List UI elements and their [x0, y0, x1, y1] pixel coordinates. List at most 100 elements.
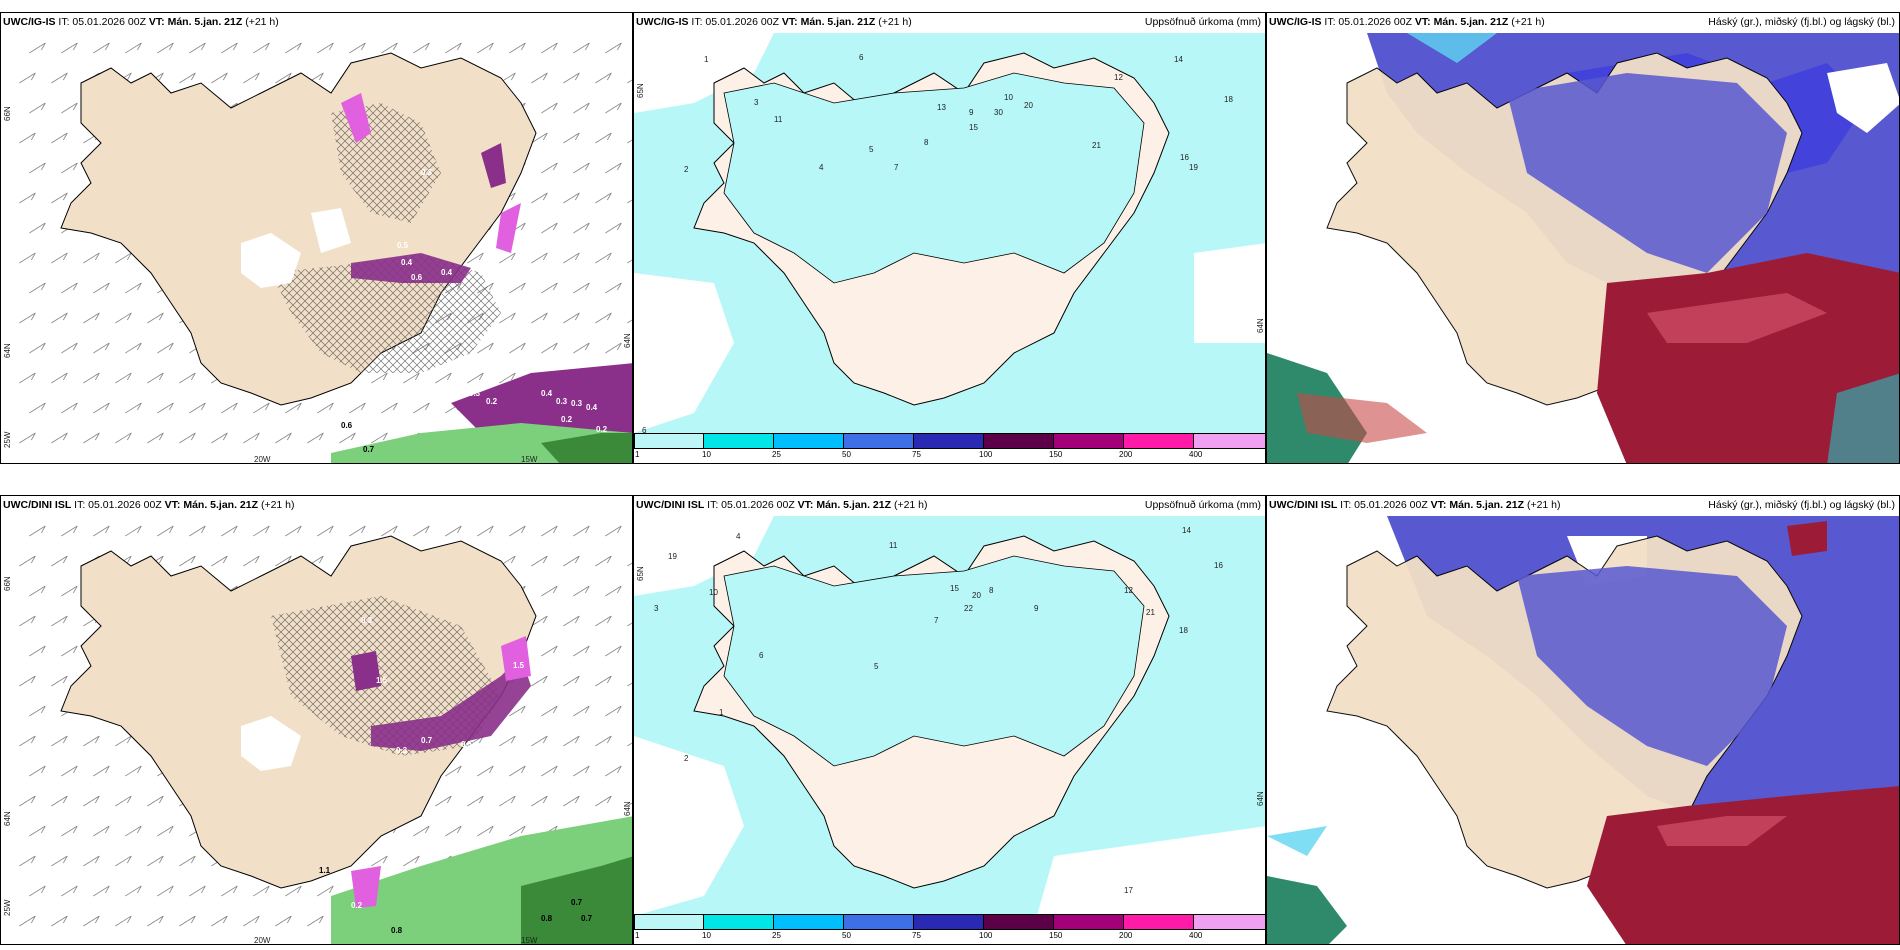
wind-barb	[499, 252, 516, 264]
wind-barb	[381, 402, 398, 414]
wind-barb	[531, 132, 548, 144]
wind-barb	[317, 42, 334, 54]
wind-barb	[563, 795, 580, 807]
wind-barb	[499, 795, 516, 807]
precip-value: 10	[1004, 93, 1013, 102]
precip-value: 20	[1024, 101, 1033, 110]
wind-barb	[371, 432, 388, 444]
precip-value: 9	[1034, 604, 1039, 613]
colorbar-tick: 100	[979, 931, 993, 940]
colorbar-tick: 25	[772, 931, 781, 940]
wind-barb	[605, 705, 622, 717]
wind-barb	[51, 915, 68, 927]
lat-label-66n: 66N	[3, 106, 12, 121]
wind-barb	[435, 372, 452, 384]
wind-barb	[179, 72, 196, 84]
precip-value: 22	[964, 604, 973, 613]
wind-barb	[29, 102, 46, 114]
wind-barb	[179, 555, 196, 567]
wind-barb	[477, 525, 494, 537]
wind-barb	[541, 282, 558, 294]
wind-barb	[253, 525, 270, 537]
precip-value: 2	[684, 754, 689, 763]
wind-barb	[605, 765, 622, 777]
wind-barb	[179, 915, 196, 927]
lon-label-20w: 20W	[254, 936, 271, 945]
wind-barb	[19, 615, 36, 627]
precip-value: 6	[759, 651, 764, 660]
wind-barb	[563, 735, 580, 747]
value-label: 0.7	[571, 898, 583, 907]
wind-barb	[93, 402, 110, 414]
wind-barb	[403, 855, 420, 867]
wind-barb	[83, 252, 100, 264]
wind-barb	[93, 342, 110, 354]
wind-barb	[531, 795, 548, 807]
value-label: 1.1	[319, 866, 331, 875]
value-label: 0.3	[421, 168, 433, 177]
wind-barb	[61, 102, 78, 114]
wind-barb	[509, 825, 526, 837]
value-label: 0.4	[541, 389, 553, 398]
wind-barb	[115, 795, 132, 807]
wind-barb	[211, 915, 228, 927]
wind-barb	[413, 402, 430, 414]
panel-top-right: UWC/IG-IS IT: 05.01.2026 00Z VT: Mán. 5.…	[1266, 12, 1900, 464]
value-label: 0.3	[556, 397, 568, 406]
precip-value: 20	[972, 591, 981, 600]
panel-top-left: UWC/IG-IS IT: 05.01.2026 00Z VT: Mán. 5.…	[0, 12, 633, 464]
wind-barb	[467, 372, 484, 384]
precip-value: 5	[874, 662, 879, 671]
value-label: 0.8	[391, 926, 403, 935]
lon-label-15w: 15W	[521, 936, 538, 945]
colorbar-tick: 150	[1049, 931, 1063, 940]
wind-barb	[413, 42, 430, 54]
lon-label-15w: 15W	[521, 455, 538, 464]
wind-barb	[19, 735, 36, 747]
precip-value: 6	[859, 53, 864, 62]
precip-value: 2	[684, 165, 689, 174]
wind-barb	[445, 765, 462, 777]
precip-value: 8	[989, 586, 994, 595]
wind-barb	[477, 342, 494, 354]
wind-barb	[477, 765, 494, 777]
precip-value: 19	[668, 552, 677, 561]
colorbar-tick: 1	[635, 931, 640, 940]
wind-barb	[445, 825, 462, 837]
precip-value: 15	[950, 584, 959, 593]
precip-value: 12	[1114, 73, 1123, 82]
wind-barb	[349, 42, 366, 54]
colorbar-seg-8	[1124, 914, 1194, 930]
value-label: 0.5	[397, 241, 409, 250]
value-label: 0.2	[561, 415, 573, 424]
wind-barb	[179, 432, 196, 444]
wind-barb	[61, 765, 78, 777]
wind-barb	[595, 132, 612, 144]
precip-value: 30	[994, 108, 1003, 117]
wind-barb	[381, 525, 398, 537]
precip-value: 7	[934, 616, 939, 625]
wind-barb	[573, 645, 590, 657]
precip-value: 9	[969, 108, 974, 117]
precip-value: 16	[1180, 153, 1189, 162]
value-label: 0.2	[486, 397, 498, 406]
panel-right-title: Háský (gr.), miðský (fj.bl.) og lágský (…	[1708, 16, 1895, 28]
wind-barb	[29, 885, 46, 897]
colorbar-tick: 400	[1189, 931, 1203, 940]
colorbar-tick: 1	[635, 450, 640, 459]
colorbar-seg-7	[1054, 433, 1124, 449]
wind-barb	[531, 615, 548, 627]
wind-barb	[115, 915, 132, 927]
wind-barb	[115, 855, 132, 867]
wind-barb	[531, 192, 548, 204]
panel-bottom-middle: UWC/DINI ISL IT: 05.01.2026 00Z VT: Mán.…	[633, 495, 1266, 945]
precip-map	[634, 33, 1265, 443]
wind-barb	[115, 252, 132, 264]
wind-barb	[19, 132, 36, 144]
wind-barb	[573, 705, 590, 717]
wind-barb	[211, 432, 228, 444]
wind-barb	[19, 675, 36, 687]
wind-barb	[413, 525, 430, 537]
value-label: 0.7	[421, 736, 433, 745]
wind-barb	[445, 525, 462, 537]
